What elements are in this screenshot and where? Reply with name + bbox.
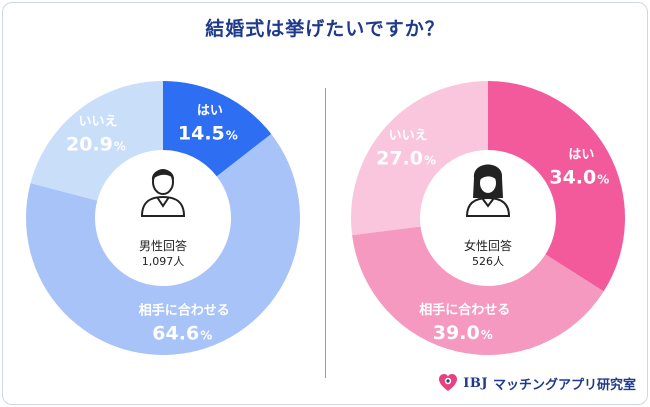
slice-no <box>30 81 163 201</box>
heart-logo-icon <box>439 374 458 391</box>
slice-unit-yes: % <box>597 173 609 187</box>
slice-value-depends-on-partner: 39.0% <box>433 322 493 344</box>
center-label: 女性回答 <box>464 238 512 253</box>
donut-hole <box>96 151 230 285</box>
footer-brand-name: IBJ <box>463 375 488 391</box>
slice-yes <box>163 81 272 177</box>
slice-unit-no: % <box>424 154 436 168</box>
slice-label-yes: はい <box>197 103 223 118</box>
center-count: 1,097人 <box>142 255 185 268</box>
donut-chart-male: はい 14.5% 相手に合わせる 64.6% いいえ 20.9% 男性回答 1,097人 <box>26 81 301 355</box>
footer-brand: IBJ マッチングアプリ研究室 <box>438 373 636 393</box>
slice-label-no: いいえ <box>389 129 428 144</box>
slice-label-depends-on-partner: 相手に合わせる <box>139 302 230 318</box>
slice-label-no: いいえ <box>78 115 117 130</box>
slice-unit-yes: % <box>226 128 238 142</box>
center-label: 男性回答 <box>139 238 187 253</box>
slice-yes <box>488 81 625 292</box>
slice-value-no: 27.0% <box>376 148 436 170</box>
slice-value-yes: 34.0% <box>549 167 609 189</box>
slice-depends-on-partner <box>352 226 604 355</box>
slice-no <box>351 81 488 236</box>
slice-value-depends-on-partner: 64.6% <box>152 322 212 344</box>
divider <box>325 88 326 378</box>
slice-unit-depends-on-partner: % <box>200 328 212 342</box>
slice-value-yes: 14.5% <box>178 122 238 144</box>
donut-chart-female: はい 34.0% 相手に合わせる 39.0% いいえ 27.0% 女性回答 526人 <box>351 81 625 355</box>
male-avatar-icon <box>140 169 186 217</box>
donut-hole <box>421 151 555 285</box>
center-count: 526人 <box>472 255 504 268</box>
slice-label-depends-on-partner: 相手に合わせる <box>419 302 510 318</box>
footer-org-name: マッチングアプリ研究室 <box>492 377 636 393</box>
slice-unit-no: % <box>114 140 126 154</box>
slice-depends-on-partner <box>26 134 301 355</box>
slice-value-no: 20.9% <box>66 134 126 156</box>
slice-unit-depends-on-partner: % <box>481 328 493 342</box>
slice-label-yes: はい <box>568 148 594 163</box>
female-avatar-icon <box>465 164 511 217</box>
chart-title: 結婚式は挙げたいですか？ <box>205 18 445 40</box>
